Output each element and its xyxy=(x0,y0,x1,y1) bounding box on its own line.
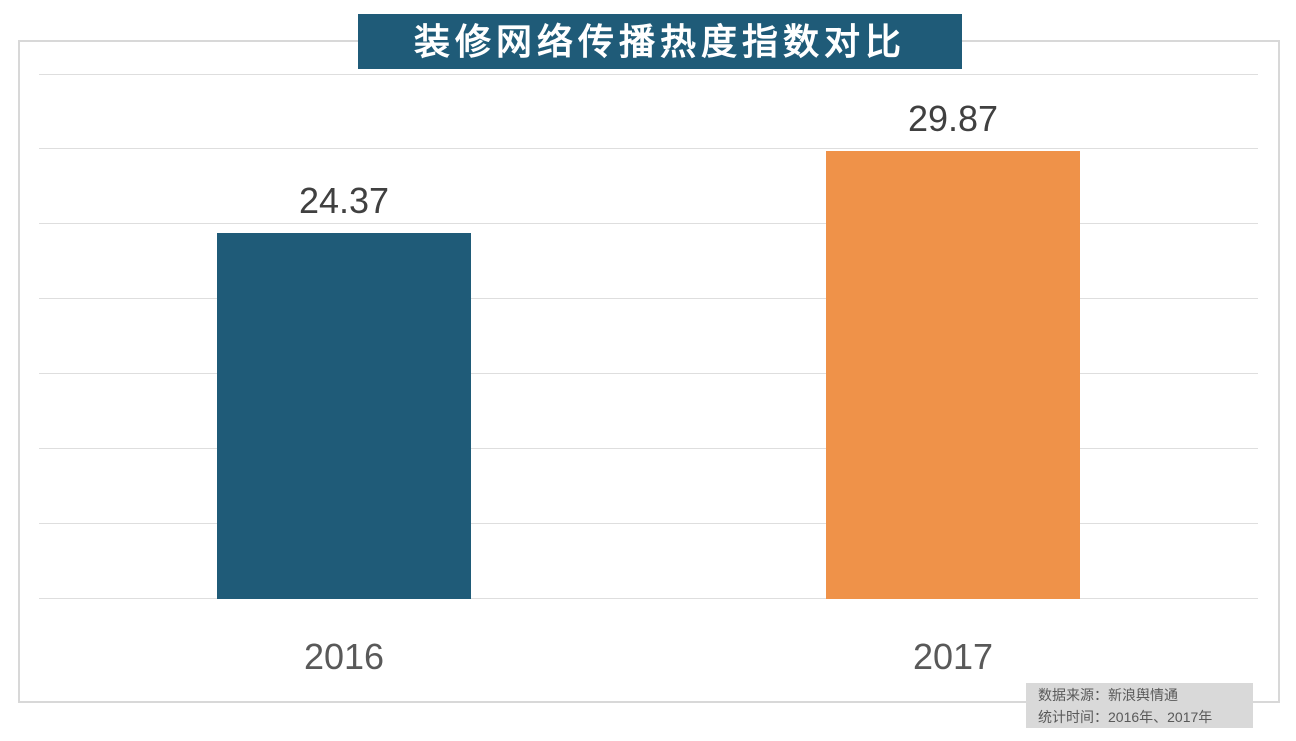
gridline-y-25 xyxy=(39,223,1258,224)
value-label-2016: 24.37 xyxy=(298,180,390,221)
x-axis-label-2016: 2016 xyxy=(303,636,385,677)
x-axis-label-2017: 2017 xyxy=(912,636,994,677)
bar-group-2017: 29.87 xyxy=(826,98,1080,599)
gridline-y-20 xyxy=(39,298,1258,299)
bar-2016 xyxy=(217,233,471,599)
bar-group-2016: 24.37 xyxy=(217,180,471,599)
source-line-data-origin: 数据来源：新浪舆情通 xyxy=(1038,687,1178,703)
chart-title: 装修网络传播热度指数对比 xyxy=(358,14,962,69)
gridline-y-15 xyxy=(39,373,1258,374)
source-line-stat-period: 统计时间：2016年、2017年 xyxy=(1038,709,1213,725)
gridline-y-10 xyxy=(39,448,1258,449)
source-note: 数据来源：新浪舆情通 统计时间：2016年、2017年 xyxy=(1026,683,1253,728)
bar-2017 xyxy=(826,151,1080,599)
gridline-y-35 xyxy=(39,74,1258,75)
gridline-y-30 xyxy=(39,148,1258,149)
plot-area: 24.37 29.87 xyxy=(39,74,1258,599)
value-label-2017: 29.87 xyxy=(907,98,999,139)
gridline-y-5 xyxy=(39,523,1258,524)
gridline-y-0 xyxy=(39,598,1258,599)
